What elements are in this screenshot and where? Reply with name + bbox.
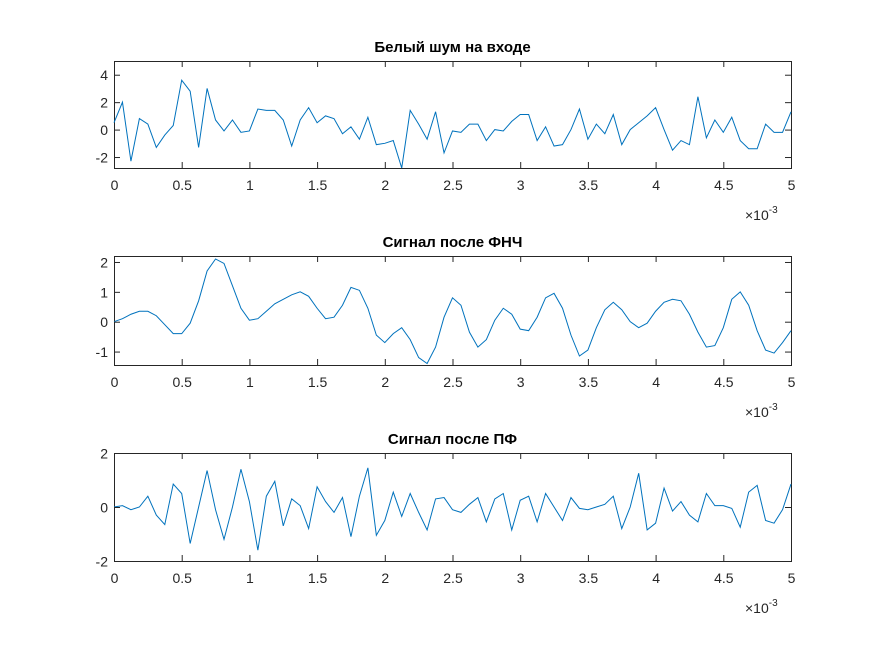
x-tick-label: 1.5 (308, 374, 328, 390)
y-tick-label: -2 (96, 554, 109, 570)
axes-box (114, 61, 792, 169)
x-tick-label: 2.5 (443, 570, 463, 586)
x-tick-label: 2.5 (443, 374, 463, 390)
y-tick-label: 0 (100, 500, 108, 516)
x-tick-label: 3 (517, 374, 525, 390)
x-tick-label: 2.5 (443, 177, 463, 193)
x-tick-label: 4 (652, 177, 660, 193)
x-tick-label: 2 (381, 177, 389, 193)
y-tick-label: 2 (100, 254, 108, 270)
x-tick-label: 1.5 (308, 570, 328, 586)
y-tick-label: 0 (100, 314, 108, 330)
x-tick-label: 0 (111, 374, 119, 390)
x-tick-label: 4.5 (714, 374, 734, 390)
y-tick-label: 1 (100, 284, 108, 300)
x-axis-multiplier: ×10-3 (745, 205, 778, 223)
chart-title: Белый шум на входе (374, 39, 530, 56)
x-tick-label: 5 (788, 177, 796, 193)
y-tick-label: -2 (96, 150, 109, 166)
x-tick-label: 5 (788, 374, 796, 390)
series-line (113, 467, 792, 551)
x-tick-label: 5 (788, 570, 796, 586)
axes-box (114, 256, 792, 366)
x-tick-label: 0.5 (172, 570, 192, 586)
x-tick-label: 1 (246, 570, 254, 586)
x-axis-multiplier: ×10-3 (745, 598, 778, 616)
x-tick-label: 2 (381, 570, 389, 586)
x-tick-label: 4.5 (714, 177, 734, 193)
series-line (113, 79, 792, 169)
y-tick-label: 4 (100, 67, 108, 83)
x-tick-label: 4.5 (714, 570, 734, 586)
y-tick-label: 0 (100, 122, 108, 138)
y-tick-label: -1 (96, 344, 109, 360)
x-tick-label: 0 (111, 177, 119, 193)
x-tick-label: 4 (652, 570, 660, 586)
chart-title: Сигнал после ПФ (388, 431, 517, 448)
x-tick-label: 3.5 (579, 177, 599, 193)
series-line (113, 258, 792, 365)
x-axis-multiplier: ×10-3 (745, 402, 778, 420)
x-tick-label: 3.5 (579, 570, 599, 586)
x-tick-label: 3 (517, 177, 525, 193)
x-tick-label: 1.5 (308, 177, 328, 193)
x-tick-label: 1 (246, 177, 254, 193)
x-tick-label: 0 (111, 570, 119, 586)
x-tick-label: 3.5 (579, 374, 599, 390)
x-tick-label: 4 (652, 374, 660, 390)
x-tick-label: 0.5 (172, 374, 192, 390)
chart-title: Сигнал после ФНЧ (383, 234, 523, 251)
y-tick-label: 2 (100, 95, 108, 111)
x-tick-label: 2 (381, 374, 389, 390)
axes-box (114, 453, 792, 562)
y-tick-label: 2 (100, 446, 108, 462)
x-tick-label: 3 (517, 570, 525, 586)
x-tick-label: 0.5 (172, 177, 192, 193)
x-tick-label: 1 (246, 374, 254, 390)
